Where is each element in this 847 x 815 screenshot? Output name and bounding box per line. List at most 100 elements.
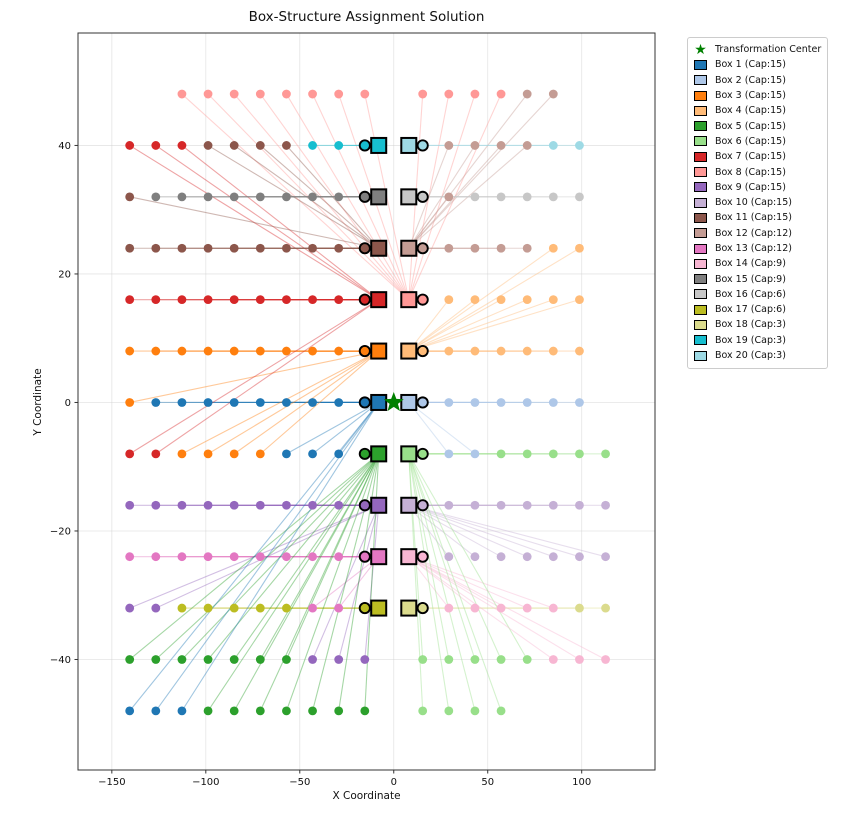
data-point-dot [255,141,265,150]
assigned-ring-marker [416,447,429,460]
legend-entry-box-14: Box 14 (Cap:9) [694,256,821,271]
data-point-dot [177,706,187,716]
data-point-dot [496,449,506,459]
data-point-dot [282,500,291,510]
y-tick-label: 0 [65,398,71,409]
assignment-line [338,556,380,609]
data-point-dot [334,192,344,202]
assignment-line [408,402,476,455]
data-point-dot [548,449,558,459]
legend-swatch-icon [694,212,707,223]
assignment-line [233,350,380,455]
legend-label: Box 13 (Cap:12) [715,243,792,254]
assignment-line [408,556,502,609]
legend-swatch-icon [694,59,707,70]
data-point-dot [575,295,584,305]
data-point-dot [496,89,506,99]
data-point-dot [203,552,213,562]
data-point-dot [444,449,454,459]
legend-entry-box-11: Box 11 (Cap:15) [694,210,821,225]
data-point-dot [282,89,291,99]
data-point-dot [125,603,135,613]
assignment-line [408,504,606,558]
assignment-line [408,556,606,660]
data-point-dot [308,500,317,510]
x-axis-label: X Coordinate [332,790,401,802]
x-tick-label: 100 [572,777,591,788]
data-point-dot [308,295,317,305]
x-tick-label: 50 [481,777,494,788]
assignment-line [338,453,380,711]
assignment-line [408,453,528,660]
data-point-dot [203,192,213,202]
data-point-dot [548,295,558,305]
data-point-dot [334,449,344,459]
data-point-dot [360,89,370,99]
legend-entry-box-9: Box 9 (Cap:15) [694,180,821,195]
data-point-dot [548,655,558,664]
assignment-line [259,350,380,455]
assigned-ring-marker [416,602,429,615]
legend-label: Transformation Center [715,44,822,56]
assignment-line [408,299,528,352]
x-tick-label: −150 [98,777,125,788]
assigned-ring-marker [416,242,429,255]
data-point-dot [229,243,239,253]
data-point-dot [360,655,370,664]
data-point-dot [151,500,161,510]
assignment-line [233,453,380,660]
data-point-dot [203,346,213,356]
data-point-dot [334,89,344,99]
data-point-dot [444,552,454,562]
data-point-dot [151,295,161,305]
assignment-line [408,453,450,711]
data-point-dot [308,449,317,459]
star-icon: ★ [694,41,707,58]
data-point-dot [470,398,480,407]
data-point-dot [548,89,558,99]
data-point-dot [522,655,532,664]
legend-swatch-icon [694,228,707,239]
legend-entry-box-10: Box 10 (Cap:15) [694,195,821,210]
assignment-line [259,453,380,660]
data-point-dot [334,141,344,150]
assignment-line [207,453,380,660]
data-point-dot [308,706,317,716]
assignment-line [408,145,528,249]
data-point-dot [203,295,213,305]
data-point-dot [496,603,506,613]
assignment-line [129,196,379,249]
data-point-dot [308,655,317,664]
data-point-dot [334,603,344,613]
data-point-dot [575,655,584,664]
data-point-dot [255,192,265,202]
assignment-line [286,401,379,455]
data-point-dot [470,141,480,150]
data-point-dot [308,552,317,562]
assigned-ring-marker [416,293,429,306]
legend-swatch-icon [694,182,707,193]
data-point-dot [282,706,291,716]
assignment-line [207,453,380,712]
legend-swatch-icon [694,304,707,315]
data-point-dot [496,192,506,202]
data-point-dot [496,243,506,253]
y-tick-label: −20 [50,526,71,537]
data-point-dot [470,89,480,99]
legend-swatch-icon [694,335,707,346]
data-point-dot [282,449,291,459]
data-point-dot [444,500,454,510]
data-point-dot [334,295,344,305]
legend-entry-box-1: Box 1 (Cap:15) [694,57,821,72]
data-point-dot [575,141,584,150]
data-point-dot [255,655,265,664]
data-point-dot [522,398,532,407]
legend-label: Box 14 (Cap:9) [715,258,786,270]
box-marker [400,599,418,617]
data-point-dot [229,141,239,150]
legend-label: Box 11 (Cap:15) [715,212,792,224]
data-point-dot [522,346,532,356]
assignment-line [312,505,380,660]
data-point-dot [255,243,265,253]
